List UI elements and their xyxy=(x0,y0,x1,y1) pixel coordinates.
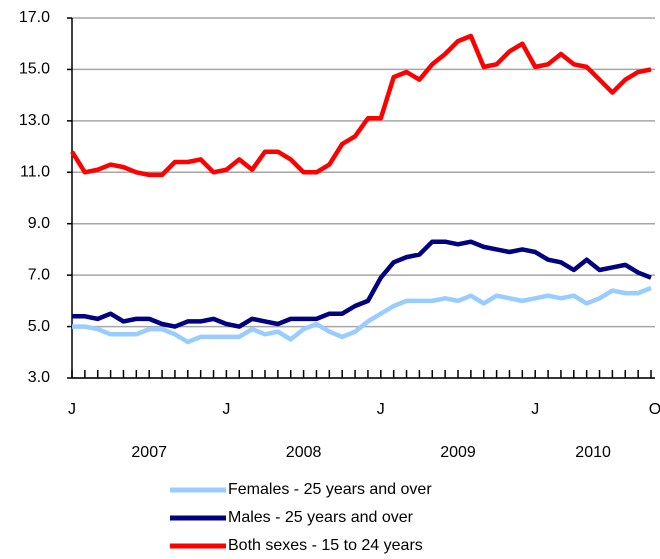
series-line xyxy=(70,33,652,178)
year-label: 2010 xyxy=(575,444,611,461)
y-tick-label: 11.0 xyxy=(20,164,50,181)
year-label: 2007 xyxy=(131,444,167,461)
legend-label: Females - 25 years and over xyxy=(228,481,432,498)
y-tick-label: 13.0 xyxy=(19,112,50,129)
y-tick-label: 9.0 xyxy=(28,215,50,232)
series-line xyxy=(72,285,652,345)
y-tick-label: 3.0 xyxy=(28,369,50,386)
y-tick-label: 15.0 xyxy=(19,61,50,78)
x-tick-label: J xyxy=(68,401,76,418)
y-tick-label: 17.0 xyxy=(19,9,50,26)
legend-label: Both sexes - 15 to 24 years xyxy=(228,537,423,554)
series-line xyxy=(72,239,652,329)
legend-label: Males - 25 years and over xyxy=(228,509,414,526)
x-tick-label: J xyxy=(222,401,230,418)
x-tick-label: J xyxy=(377,401,385,418)
x-tick-label: O xyxy=(649,401,660,418)
x-tick-label: J xyxy=(531,401,539,418)
y-tick-label: 5.0 xyxy=(28,318,50,335)
y-tick-label: 7.0 xyxy=(28,266,50,283)
year-label: 2008 xyxy=(286,444,322,461)
year-label: 2009 xyxy=(440,444,476,461)
